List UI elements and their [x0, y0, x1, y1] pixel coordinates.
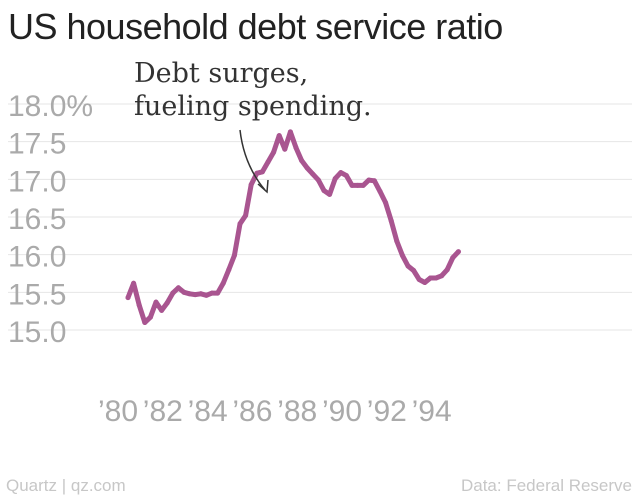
data-point [310, 171, 316, 177]
data-point [327, 191, 333, 197]
data-point [231, 252, 237, 258]
data-point [237, 221, 243, 227]
data-point [366, 177, 372, 183]
x-axis-ticks: ’80’82’84’86’88’90’92’94 [98, 395, 452, 428]
annotation-arrow [239, 129, 266, 191]
data-point [304, 165, 310, 171]
data-point [226, 267, 232, 273]
y-tick-label: 17.5 [8, 128, 66, 161]
data-point [259, 169, 265, 175]
data-point [220, 280, 226, 286]
data-point [136, 302, 142, 308]
data-point [187, 291, 193, 297]
data-point [388, 218, 394, 224]
data-point [164, 300, 170, 306]
data-point [315, 177, 321, 183]
data-point [450, 255, 456, 261]
data-point [338, 170, 344, 176]
annotation-arrowhead [257, 179, 269, 194]
data-point [411, 268, 417, 273]
x-tick-label: ’80 [98, 395, 138, 428]
data-point [433, 275, 439, 281]
series-layer [125, 129, 461, 325]
data-point [427, 275, 433, 281]
data-point [439, 273, 445, 279]
y-tick-label: 18.0% [8, 90, 93, 123]
data-point [422, 280, 428, 285]
data-point [321, 188, 327, 194]
x-tick-label: ’84 [188, 395, 228, 428]
y-tick-label: 15.0 [8, 316, 66, 349]
data-point [332, 176, 338, 182]
y-tick-label: 16.5 [8, 203, 66, 236]
data-point [399, 252, 405, 258]
series-line [125, 129, 461, 325]
data-point [343, 173, 349, 179]
data-point [444, 267, 450, 273]
data-point [405, 263, 411, 269]
data-point [215, 290, 221, 296]
data-point [293, 145, 299, 151]
x-tick-label: ’82 [143, 395, 183, 428]
data-point [203, 292, 209, 298]
x-tick-label: ’94 [412, 395, 452, 428]
data-point [159, 307, 165, 313]
x-tick-label: ’92 [367, 395, 407, 428]
data-point [192, 292, 198, 298]
y-axis-ticks: 18.0% 17.5 17.0 16.5 16.0 15.5 15.0 [8, 90, 93, 349]
data-point [125, 295, 131, 301]
data-point [209, 290, 215, 296]
data-point [349, 182, 355, 188]
data-point [254, 170, 260, 176]
x-tick-label: ’86 [232, 395, 272, 428]
data-point [377, 188, 383, 194]
data-point [131, 280, 137, 286]
data-point [142, 320, 148, 325]
footer-credit: Quartz | qz.com [6, 476, 126, 495]
annotation-line-2: fueling spending. [134, 91, 372, 122]
data-point [248, 182, 254, 188]
data-point [181, 289, 187, 295]
annotation-line-1: Debt surges, [134, 58, 308, 89]
data-point [394, 238, 400, 244]
chart-title: US household debt service ratio [8, 6, 503, 47]
data-point [276, 133, 282, 139]
data-point [299, 158, 305, 163]
data-point [175, 285, 181, 291]
data-point [355, 182, 361, 188]
y-tick-label: 17.0 [8, 165, 66, 198]
y-tick-label: 16.0 [8, 241, 66, 274]
y-tick-label: 15.5 [8, 278, 66, 311]
data-point [371, 178, 377, 184]
annotation: Debt surges, fueling spending. [134, 58, 372, 194]
data-point [153, 299, 159, 305]
data-point [383, 200, 389, 206]
data-point [147, 314, 153, 320]
data-point [243, 213, 249, 218]
footer-source: Data: Federal Reserve [460, 476, 632, 495]
data-point [265, 159, 271, 165]
data-point [360, 182, 366, 188]
data-point [416, 277, 422, 282]
data-point [455, 249, 461, 255]
x-tick-label: ’88 [277, 395, 317, 428]
data-point [282, 146, 288, 152]
data-point [271, 149, 277, 155]
x-tick-label: ’90 [322, 395, 362, 428]
data-point [170, 290, 176, 296]
gridlines [8, 103, 632, 331]
data-point [198, 291, 204, 297]
data-point [287, 129, 293, 135]
